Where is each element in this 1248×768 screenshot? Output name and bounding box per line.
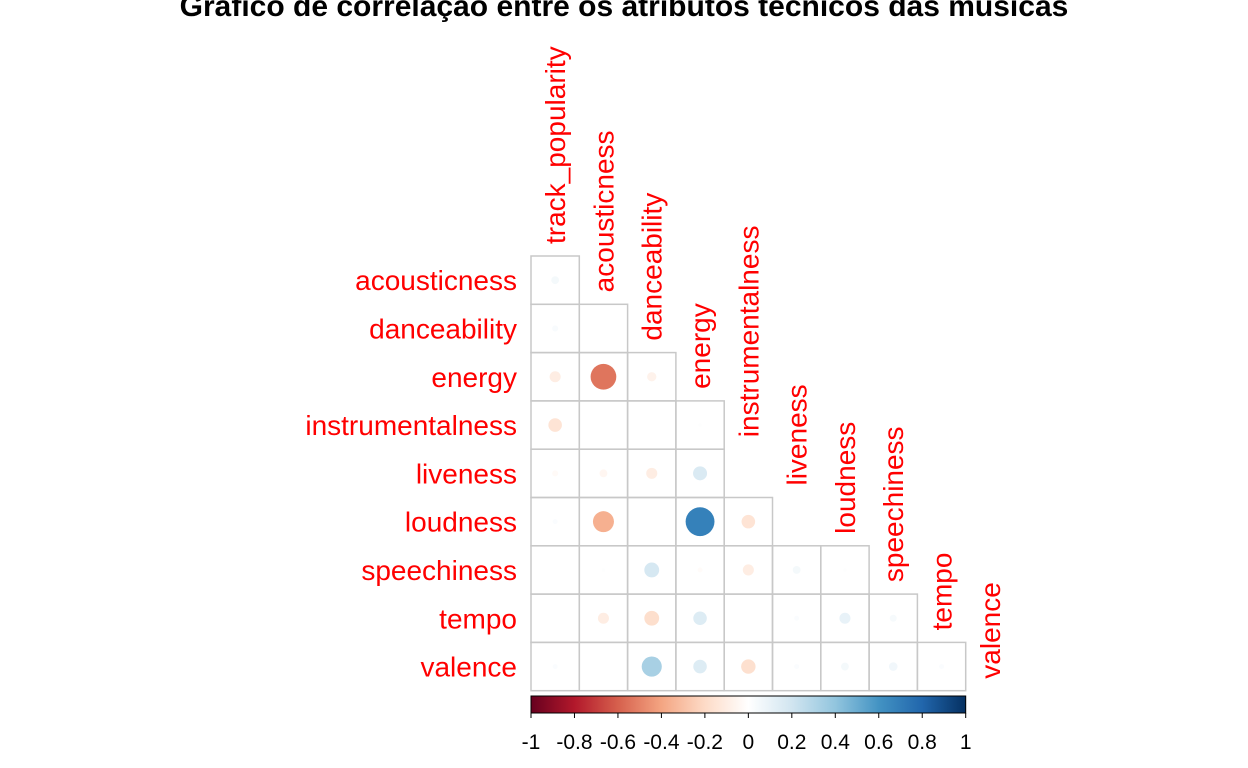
corr-circle-tempo-liveness xyxy=(794,615,800,621)
corr-circle-speechiness-acousticness xyxy=(601,568,606,572)
column-label-liveness: liveness xyxy=(782,384,813,485)
cell-instrumentalness-danceability xyxy=(626,400,677,450)
row-label-danceability: danceability xyxy=(369,313,517,344)
corr-circle-valence-tempo xyxy=(939,664,945,670)
corr-circle-tempo-acousticness xyxy=(597,612,609,624)
row-labels: acousticness danceability energy instrument… xyxy=(305,265,517,682)
colorbar-tick-label: 0.2 xyxy=(777,731,806,754)
corr-circle-valence-loudness xyxy=(841,662,849,671)
corr-circle-speechiness-instrumentalness xyxy=(742,564,754,576)
corr-circle-loudness-energy xyxy=(685,507,715,537)
corr-circle-loudness-track_popularity xyxy=(552,519,558,525)
cell-tempo-track_popularity xyxy=(530,593,581,644)
column-labels: track_popularity acousticness danceability… xyxy=(540,46,1006,678)
corr-circle-valence-energy xyxy=(693,659,707,674)
corr-circle-energy-track_popularity xyxy=(549,371,561,383)
column-label-track_popularity: track_popularity xyxy=(540,46,571,244)
colorbar-tick-label: -0.8 xyxy=(556,731,592,754)
column-label-valence: valence xyxy=(975,582,1006,679)
corr-circle-speechiness-energy xyxy=(697,567,703,573)
corr-circle-instrumentalness-energy xyxy=(698,423,702,427)
row-label-liveness: liveness xyxy=(416,458,517,489)
corr-circle-liveness-energy xyxy=(693,466,708,481)
cell-loudness-danceability xyxy=(626,496,677,547)
colorbar-tick-label: -0.4 xyxy=(643,731,680,754)
row-label-loudness: loudness xyxy=(405,507,517,538)
corr-circle-loudness-acousticness xyxy=(592,511,614,533)
corr-circle-liveness-track_popularity xyxy=(552,470,559,477)
colorbar-tick-label: 1 xyxy=(960,731,972,754)
cell-danceability-acousticness xyxy=(578,303,629,354)
cell-instrumentalness-acousticness xyxy=(578,400,629,450)
cell-valence-acousticness xyxy=(578,641,629,692)
correlation-grid xyxy=(530,255,967,692)
row-label-energy: energy xyxy=(431,362,517,393)
corr-circle-valence-track_popularity xyxy=(552,664,558,670)
column-label-speechiness: speechiness xyxy=(878,426,909,582)
column-label-acousticness: acousticness xyxy=(588,130,619,292)
cell-valence-tempo xyxy=(916,641,967,692)
row-label-speechiness: speechiness xyxy=(361,555,517,586)
corr-circle-tempo-loudness xyxy=(839,612,851,624)
corr-circle-energy-danceability xyxy=(647,372,657,382)
row-label-acousticness: acousticness xyxy=(355,265,517,296)
colorbar: -1 -0.8 -0.6 -0.4 -0.2 0 0.2 0.4 0.6 0.8 1 xyxy=(522,695,972,754)
corr-circle-acousticness-track_popularity xyxy=(551,276,560,285)
colorbar-tick-label: -0.6 xyxy=(600,731,636,754)
corr-circle-tempo-danceability xyxy=(644,610,660,626)
corr-circle-tempo-energy xyxy=(693,611,707,626)
corr-circle-speechiness-loudness xyxy=(843,568,847,572)
corr-circle-instrumentalness-track_popularity xyxy=(548,418,562,432)
column-label-energy: energy xyxy=(685,303,716,389)
column-label-loudness: loudness xyxy=(830,422,861,534)
corr-circle-speechiness-liveness xyxy=(792,566,801,574)
chart-title: Gráfico de correlação entre os atributos… xyxy=(180,0,1069,23)
corr-circle-tempo-speechiness xyxy=(889,614,897,622)
row-label-tempo: tempo xyxy=(439,603,517,634)
corr-circle-valence-instrumentalness xyxy=(741,659,756,674)
cell-tempo-instrumentalness xyxy=(723,593,774,644)
corr-circle-valence-speechiness xyxy=(888,662,898,671)
row-label-valence: valence xyxy=(420,652,517,683)
corr-circle-energy-acousticness xyxy=(590,363,617,390)
row-label-instrumentalness: instrumentalness xyxy=(305,410,517,441)
corr-circle-danceability-track_popularity xyxy=(552,325,559,332)
colorbar-tick-label: -0.2 xyxy=(687,731,723,754)
corr-circle-loudness-instrumentalness xyxy=(741,514,756,529)
column-label-instrumentalness: instrumentalness xyxy=(733,226,764,438)
corr-circle-liveness-acousticness xyxy=(599,469,608,478)
colorbar-gradient xyxy=(530,695,967,714)
corr-circle-speechiness-danceability xyxy=(644,562,660,578)
corr-circle-liveness-danceability xyxy=(646,467,658,479)
colorbar-tick-label: -1 xyxy=(522,731,541,754)
cell-speechiness-track_popularity xyxy=(530,545,581,595)
corr-circle-valence-liveness xyxy=(794,664,800,670)
colorbar-tick-label: 0 xyxy=(743,731,755,754)
corr-circle-valence-danceability xyxy=(641,656,662,677)
colorbar-tick-label: 0.4 xyxy=(821,731,851,754)
column-label-danceability: danceability xyxy=(637,193,668,341)
correlation-circles xyxy=(548,276,945,677)
colorbar-tick-label: 0.8 xyxy=(908,731,937,754)
colorbar-tick-label: 0.6 xyxy=(864,731,893,754)
column-label-tempo: tempo xyxy=(927,553,958,631)
